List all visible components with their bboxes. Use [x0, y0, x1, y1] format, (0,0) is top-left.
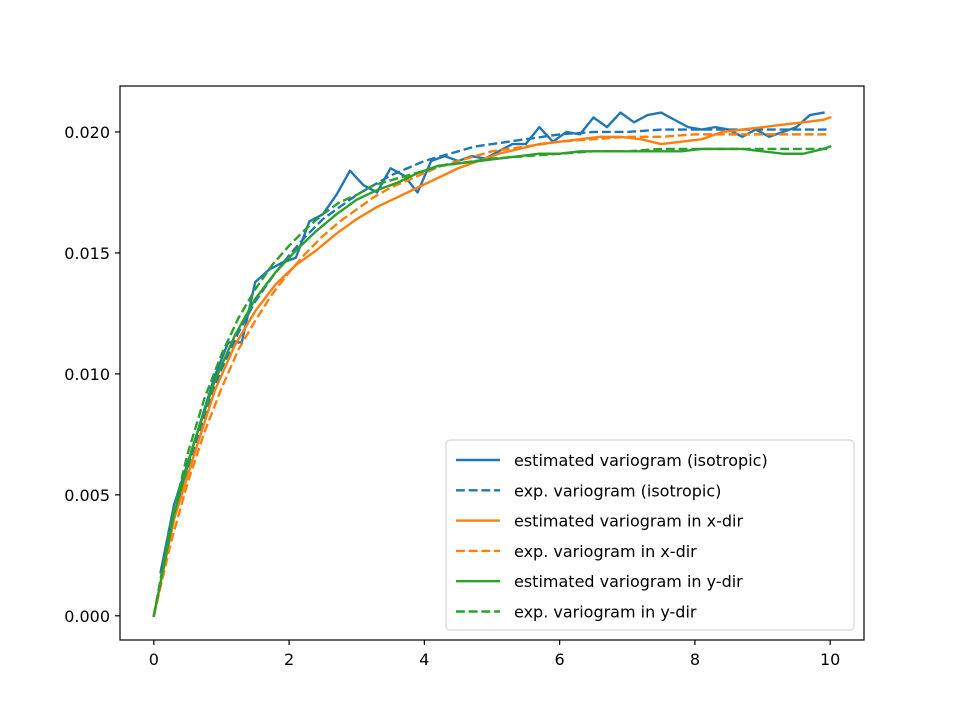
y-tick-label: 0.005	[64, 486, 110, 505]
axes-frame	[119, 85, 865, 641]
x-axis-ticks: 0 2 4 6 8 10	[149, 640, 840, 669]
legend-label: estimated variogram in y-dir	[514, 572, 743, 591]
y-tick-label: 0.010	[64, 365, 110, 384]
series-layer	[152, 111, 832, 618]
y-axis-ticks: 0.000 0.005 0.010 0.015 0.020	[64, 123, 120, 626]
series-line-2	[152, 115, 832, 618]
legend-label: estimated variogram in x-dir	[514, 512, 743, 531]
x-tick-label: 10	[820, 650, 840, 669]
x-tick-label: 2	[284, 650, 294, 669]
legend-label: exp. variogram in y-dir	[514, 603, 697, 622]
y-tick-label: 0.020	[64, 123, 110, 142]
series-line-3	[152, 133, 831, 617]
y-tick-label: 0.015	[64, 244, 110, 263]
x-tick-label: 6	[555, 650, 565, 669]
series-line-4	[152, 144, 832, 618]
legend-entries: estimated variogram (isotropic) exp. vari…	[456, 451, 768, 622]
legend-label: exp. variogram in x-dir	[514, 542, 697, 561]
y-tick-label: 0.000	[64, 607, 110, 626]
series-line-1	[152, 128, 831, 617]
x-tick-label: 8	[690, 650, 700, 669]
series-line-5	[152, 147, 831, 617]
x-tick-label: 0	[149, 650, 159, 669]
x-tick-label: 4	[419, 650, 429, 669]
legend: estimated variogram (isotropic) exp. vari…	[445, 439, 855, 631]
legend-box	[445, 439, 855, 631]
legend-label: estimated variogram (isotropic)	[514, 451, 768, 470]
legend-label: exp. variogram (isotropic)	[514, 481, 721, 500]
